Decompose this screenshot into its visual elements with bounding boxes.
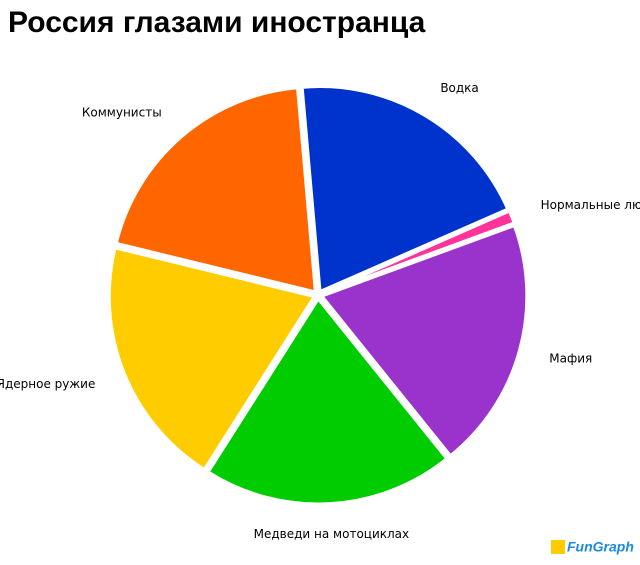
slice-label: Коммунисты xyxy=(82,105,162,119)
watermark-icon xyxy=(551,540,565,554)
pie-slice xyxy=(321,209,517,295)
chart-title: Россия глазами иностранца xyxy=(8,6,426,39)
slice-label: Медведи на мотоциклах xyxy=(254,527,409,541)
pie-slice xyxy=(114,86,318,294)
watermark: FunGraph xyxy=(567,539,634,555)
pie-slice xyxy=(300,85,510,294)
slice-label: Нормальные люди xyxy=(541,198,640,212)
slice-label: Ядерное ружие xyxy=(0,377,95,391)
slice-label: Водка xyxy=(440,81,478,95)
pie-slice xyxy=(319,223,529,458)
pie-slice xyxy=(107,246,317,472)
pie-slice xyxy=(206,296,449,506)
slice-label: Мафия xyxy=(549,352,592,366)
